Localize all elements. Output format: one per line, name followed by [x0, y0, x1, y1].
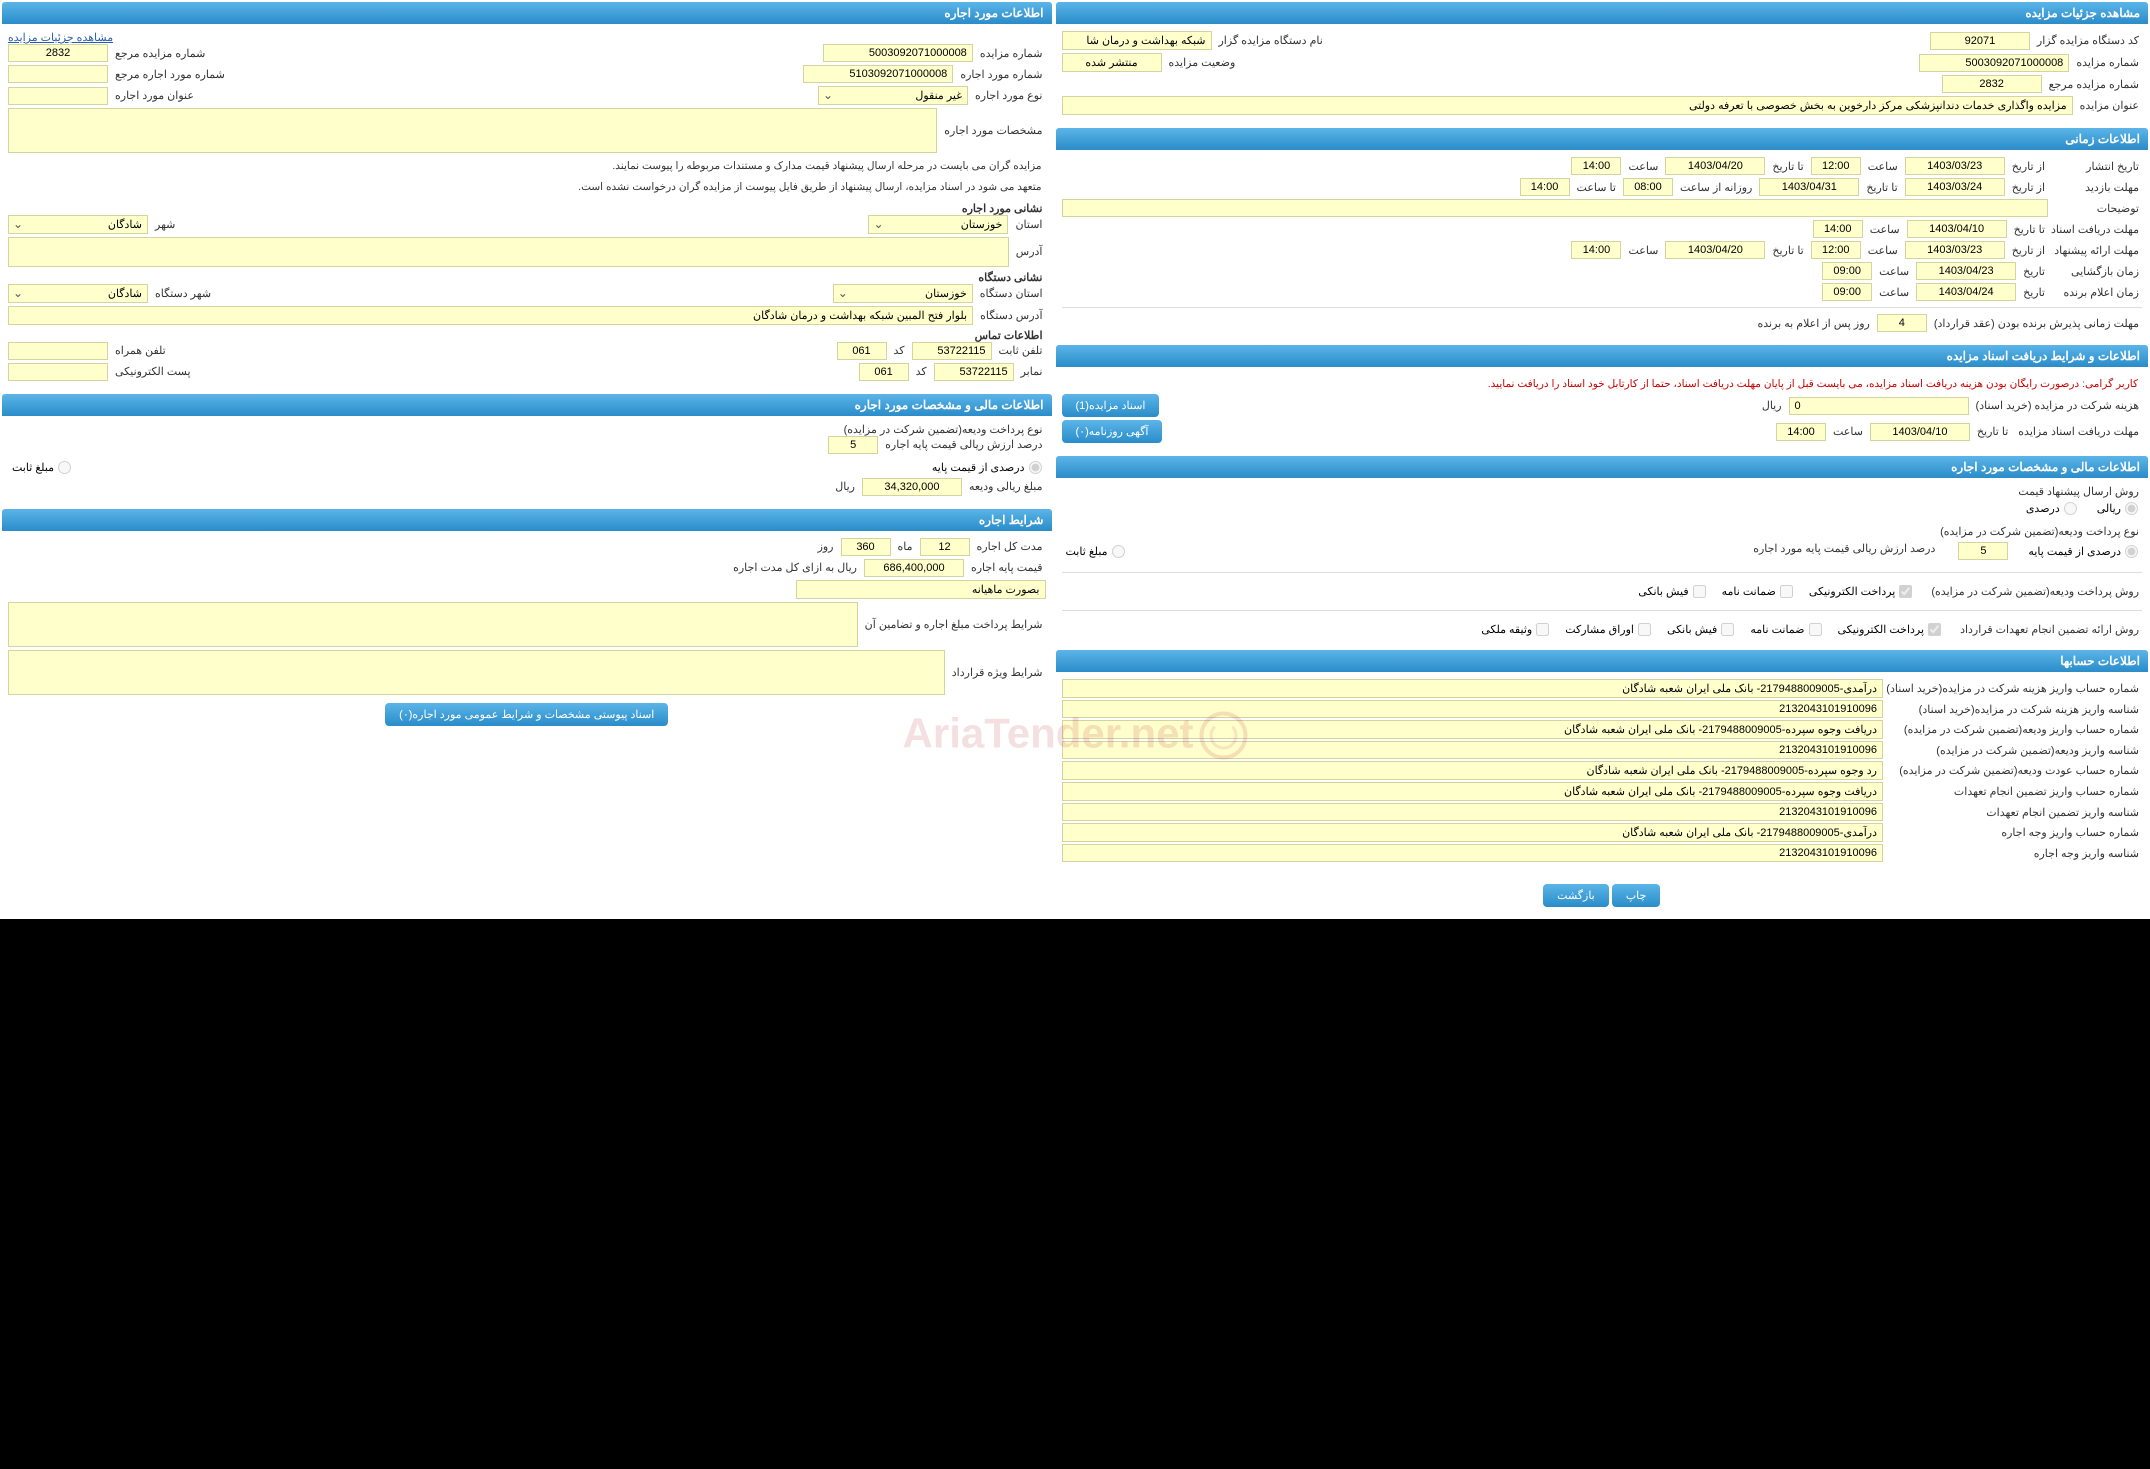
header-docs: اطلاعات و شرایط دریافت اسناد مزایده [1056, 345, 2149, 367]
header-terms: شرایط اجاره [2, 509, 1052, 531]
note1: مزایده گران می بایست در مرحله ارسال پیشن… [8, 156, 1046, 177]
dropdown-org-city[interactable]: شادگان [8, 284, 148, 303]
lbl-status: وضعیت مزایده [1166, 56, 1239, 69]
acct-label: شماره حساب واریز تضمین انجام تعهدات [1887, 785, 2142, 798]
lbl-code: کد دستگاه مزایده گزار [2034, 34, 2142, 47]
chk-epay[interactable]: پرداخت الکترونیکی [1809, 585, 1913, 598]
lbl-winner: زمان اعلام برنده [2052, 286, 2142, 299]
btn-attachments[interactable]: اسناد پیوستی مشخصات و شرایط عمومی مورد ا… [385, 703, 668, 726]
chk-guarantee[interactable]: ضمانت نامه [1722, 585, 1793, 598]
chk-property[interactable]: وثیقه ملکی [1481, 623, 1549, 636]
lbl-accept: مهلت زمانی پذیرش برنده بودن (عقد قرارداد… [1931, 317, 2142, 330]
btn-auction-docs[interactable]: اسناد مزایده(1) [1062, 394, 1160, 417]
lbl-price-method: روش ارسال پیشنهاد قیمت [1062, 485, 2143, 498]
acct-value: 2132043101910096 [1062, 700, 1884, 718]
radio-fixed2[interactable]: مبلغ ثابت [12, 461, 71, 474]
acct-value: دریافت وجوه سپرده-2179488009005- بانک مل… [1062, 720, 1884, 739]
panel-auction-details: مشاهده جزئیات مزایده کد دستگاه مزایده گز… [1054, 0, 2150, 919]
lbl-visit: مهلت بازدید [2052, 181, 2142, 194]
acct-label: شماره حساب عودت ودیعه(تضمین شرکت در مزای… [1887, 764, 2142, 777]
radio-rial[interactable]: ریالی [2097, 502, 2138, 515]
header-finance: اطلاعات مالی و مشخصات مورد اجاره [1056, 456, 2149, 478]
panel-lease-info: اطلاعات مورد اجاره مشاهده جزئیات مزایده … [0, 0, 1054, 919]
radio-pct-base2[interactable]: درصدی از قیمت پایه [932, 461, 1042, 474]
addr-header: نشانی مورد اجاره [8, 202, 1046, 215]
lbl-doc-deadline: مهلت دریافت اسناد مزایده [2015, 425, 2142, 438]
acct-value: 2132043101910096 [1062, 844, 1884, 862]
acct-value: رد وجوه سپرده-2179488009005- بانک ملی ای… [1062, 761, 1884, 780]
lbl-commit-method: روش ارائه تضمین انجام تعهدات قرارداد [1957, 623, 2142, 636]
link-details[interactable]: مشاهده جزئیات مزایده [8, 32, 113, 44]
acct-label: شناسه واریز ودیعه(تضمین شرکت در مزایده) [1887, 744, 2142, 757]
chk-bank2[interactable]: فیش بانکی [1667, 623, 1734, 636]
note2: متعهد می شود در اسناد مزایده، ارسال پیشن… [8, 177, 1046, 198]
radio-pct[interactable]: درصدی [2026, 502, 2077, 515]
acct-label: شماره حساب واریز هزینه شرکت در مزایده(خر… [1887, 682, 2142, 695]
acct-label: شماره حساب واریز ودیعه(تضمین شرکت در مزا… [1887, 723, 2142, 736]
acct-label: شماره حساب واریز وجه اجاره [1887, 826, 2142, 839]
radio-pct-base[interactable]: درصدی از قیمت پایه [2028, 542, 2138, 560]
header-lease: اطلاعات مورد اجاره [2, 2, 1052, 24]
dropdown-province[interactable]: خوزستان [868, 215, 1008, 234]
dropdown-city[interactable]: شادگان [8, 215, 148, 234]
chk-bonds[interactable]: اوراق مشارکت [1565, 623, 1651, 636]
header-finance2: اطلاعات مالی و مشخصات مورد اجاره [2, 394, 1052, 416]
lbl-auction-no: شماره مزایده [2073, 56, 2142, 69]
lbl-desc: توضیحات [2052, 202, 2142, 215]
btn-back[interactable]: بازگشت [1543, 884, 1609, 907]
lbl-offer: مهلت ارائه پیشنهاد [2052, 244, 2142, 257]
lbl-receive: مهلت دریافت اسناد [2052, 223, 2142, 236]
val-ref-no: 2832 [1942, 75, 2042, 93]
acct-value: درآمدی-2179488009005- بانک ملی ایران شعب… [1062, 679, 1884, 698]
lbl-publish: تاریخ انتشار [2052, 160, 2142, 173]
contact-header: اطلاعات تماس [8, 329, 1046, 342]
header-time: اطلاعات زمانی [1056, 128, 2149, 150]
chk-guarantee2[interactable]: ضمانت نامه [1750, 623, 1821, 636]
acct-value: 2132043101910096 [1062, 803, 1884, 821]
header-details: مشاهده جزئیات مزایده [1056, 2, 2149, 24]
org-addr-header: نشانی دستگاه [8, 271, 1046, 284]
acct-value: درآمدی-2179488009005- بانک ملی ایران شعب… [1062, 823, 1884, 842]
acct-label: شناسه واریز تضمین انجام تعهدات [1887, 806, 2142, 819]
acct-value: 2132043101910096 [1062, 741, 1884, 759]
lbl-fee: هزینه شرکت در مزایده (خرید اسناد) [1973, 399, 2142, 412]
chk-epay2[interactable]: پرداخت الکترونیکی [1838, 623, 1942, 636]
lbl-deposit-type: نوع پرداخت ودیعه(تضمین شرکت در مزایده) [1062, 525, 2143, 538]
acct-label: شناسه واریز وجه اجاره [1887, 847, 2142, 860]
acct-label: شناسه واریز هزینه شرکت در مزایده(خرید اس… [1887, 703, 2142, 716]
chk-bank[interactable]: فیش بانکی [1638, 585, 1705, 598]
val-auction-title: مزایده واگذاری خدمات دندانپزشکی مرکز دار… [1062, 96, 2073, 115]
btn-newspaper-ad[interactable]: آگهی روزنامه(۰) [1062, 420, 1163, 443]
lbl-open: زمان بازگشایی [2052, 265, 2142, 278]
val-auction-no: 5003092071000008 [1919, 54, 2069, 72]
val-org: شبکه بهداشت و درمان شا [1062, 31, 1212, 50]
lbl-auction-title: عنوان مزایده [2077, 99, 2142, 112]
val-status: منتشر شده [1062, 53, 1162, 72]
acct-value: دریافت وجوه سپرده-2179488009005- بانک مل… [1062, 782, 1884, 801]
dropdown-lease-type[interactable]: غیر منقول [818, 86, 968, 105]
lbl-pay-method: روش پرداخت ودیعه(تضمین شرکت در مزایده) [1928, 585, 2142, 598]
val-code: 92071 [1930, 32, 2030, 50]
lbl-org: نام دستگاه مزایده گزار [1216, 34, 1326, 47]
lbl-ref-no: شماره مزایده مرجع [2046, 78, 2142, 91]
dropdown-org-province[interactable]: خوزستان [833, 284, 973, 303]
warning-text: کاربر گرامی: درصورت رایگان بودن هزینه در… [1062, 374, 2143, 394]
btn-print[interactable]: چاپ [1612, 884, 1661, 907]
radio-fixed[interactable]: مبلغ ثابت [1066, 542, 1125, 560]
header-accounts: اطلاعات حسابها [1056, 650, 2149, 672]
